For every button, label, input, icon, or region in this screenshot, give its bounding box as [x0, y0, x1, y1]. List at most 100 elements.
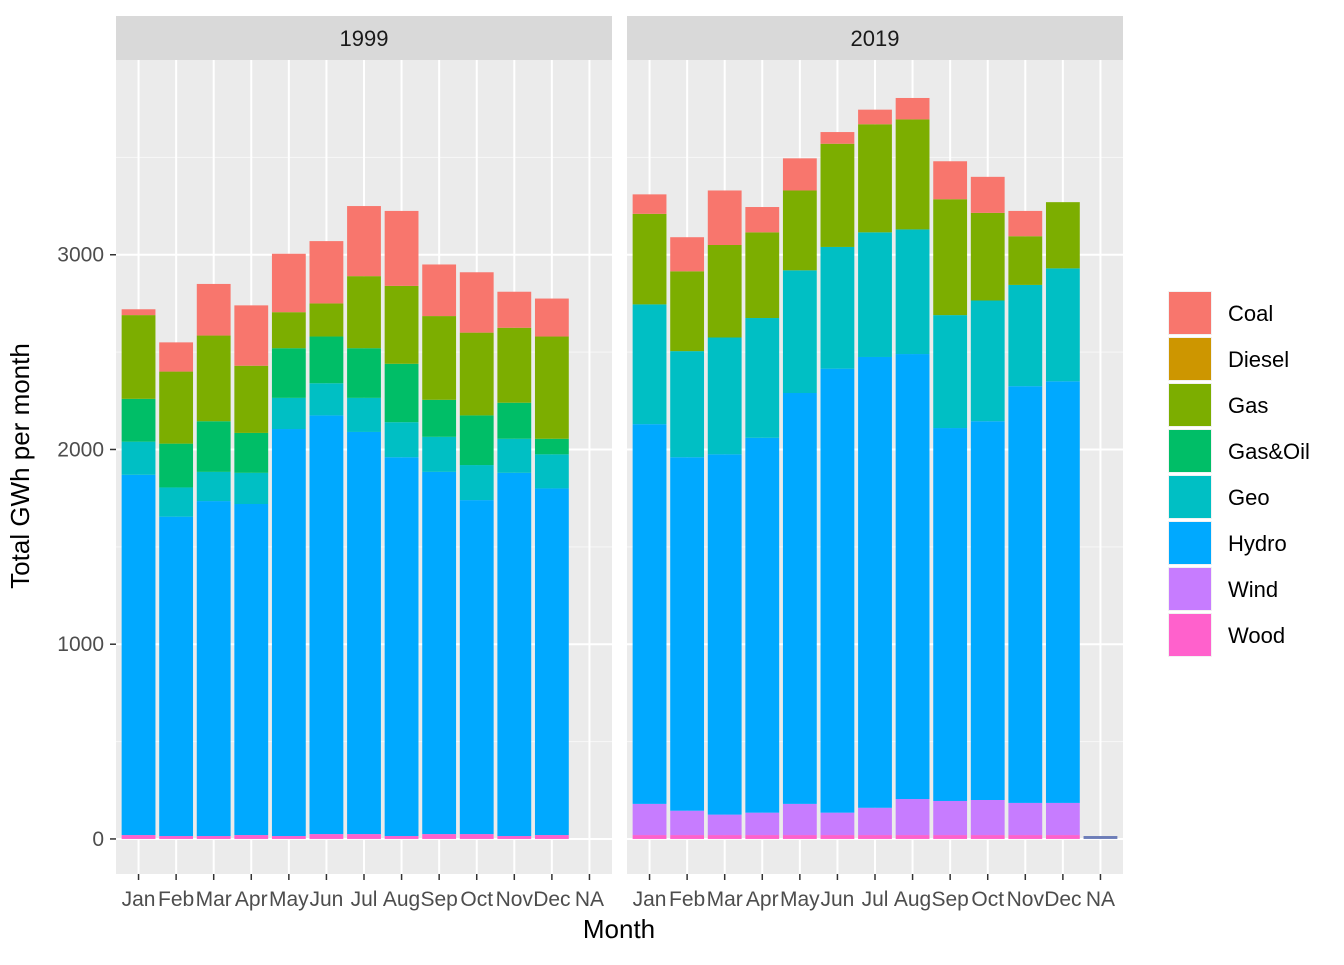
bar-1999-Apr-wood	[234, 835, 269, 839]
bar-1999-Sep-coal	[422, 264, 457, 317]
bar-2019-Aug-geo	[895, 229, 930, 355]
legend-label-wood: Wood	[1228, 623, 1285, 648]
bar-2019-Nov-wind	[1008, 802, 1043, 836]
bar-1999-Apr-hydro	[234, 504, 269, 836]
bar-1999-Aug-coal	[384, 210, 419, 286]
x-tick-label: Sep	[931, 888, 968, 911]
bar-1999-Aug-hydro	[384, 457, 419, 837]
y-tick-label: 1000	[57, 633, 104, 656]
bar-1999-Aug-wood	[384, 836, 419, 839]
facet-strip-label: 2019	[851, 26, 900, 51]
bar-2019-Oct-wind	[970, 800, 1005, 836]
x-tick-label: Jan	[122, 888, 156, 911]
bar-1999-Apr-coal	[234, 305, 269, 366]
bar-1999-Dec-hydro	[534, 488, 569, 836]
bar-2019-Apr-wind	[745, 812, 780, 836]
bar-1999-Feb-gasandoil	[159, 443, 194, 488]
bar-1999-Apr-gasandoil	[234, 432, 269, 473]
y-tick-label: 2000	[57, 438, 104, 461]
bar-2019-Jul-wind	[858, 807, 892, 836]
bar-2019-Dec-gas	[1045, 202, 1080, 269]
legend-label-wind: Wind	[1228, 577, 1278, 602]
x-tick-label: Jan	[633, 888, 667, 911]
bar-2019-Jun-coal	[820, 132, 855, 144]
bar-2019-Feb-coal	[670, 237, 705, 272]
bar-2019-May-coal	[782, 158, 817, 191]
x-tick-label: Aug	[383, 888, 420, 911]
bar-1999-Sep-wood	[422, 834, 457, 839]
x-tick-label: NA	[575, 888, 604, 911]
bar-2019-Jun-wind	[820, 812, 855, 836]
bar-1999-Jun-gas	[309, 303, 344, 337]
bar-2019-Sep-gas	[933, 199, 968, 316]
bar-1999-Nov-hydro	[497, 472, 532, 837]
bar-2019-Jun-geo	[820, 246, 855, 369]
bar-2019-NA-hydro	[1083, 836, 1118, 839]
x-tick-label: May	[269, 888, 309, 911]
bar-2019-Jul-hydro	[858, 356, 892, 808]
bar-2019-Feb-wood	[670, 835, 705, 839]
bar-1999-Oct-geo	[459, 465, 494, 501]
x-tick-label: Mar	[196, 888, 232, 911]
bar-1999-Feb-gas	[159, 371, 194, 444]
bar-2019-Jul-gas	[858, 124, 892, 233]
legend-label-gasandoil: Gas&Oil	[1228, 439, 1310, 464]
bar-2019-Feb-geo	[670, 351, 705, 458]
bar-1999-Jul-gasandoil	[347, 348, 381, 398]
bar-1999-Mar-coal	[196, 283, 231, 336]
bar-2019-Mar-gas	[707, 245, 742, 338]
bar-2019-Apr-coal	[745, 207, 780, 233]
bar-1999-Jul-hydro	[347, 431, 381, 835]
bar-1999-Jul-coal	[347, 206, 381, 277]
bar-2019-Aug-hydro	[895, 354, 930, 800]
x-tick-label: Jun	[309, 888, 343, 911]
y-tick-label: 3000	[57, 244, 104, 267]
bar-2019-Aug-wood	[895, 835, 930, 839]
bar-2019-Mar-geo	[707, 337, 742, 455]
x-tick-label: Jul	[351, 888, 378, 911]
bar-1999-Nov-gasandoil	[497, 402, 532, 439]
bar-1999-Jun-wood	[309, 834, 344, 839]
bar-2019-Jan-wood	[632, 835, 667, 839]
bar-2019-Dec-wood	[1045, 835, 1080, 839]
bar-2019-Apr-wood	[745, 835, 780, 839]
bar-2019-Feb-wind	[670, 810, 705, 836]
x-tick-label: Mar	[707, 888, 743, 911]
bar-1999-May-coal	[271, 253, 306, 313]
bar-1999-Mar-gas	[196, 335, 231, 422]
panel-1999: 1999	[116, 16, 612, 874]
bar-1999-Jan-coal	[121, 309, 156, 316]
bar-2019-Sep-wind	[933, 800, 968, 836]
x-tick-label: Dec	[1044, 888, 1081, 911]
bar-1999-Jun-coal	[309, 241, 344, 304]
x-tick-label: Apr	[746, 888, 779, 911]
x-tick-label: NA	[1086, 888, 1115, 911]
bar-1999-Jan-wood	[121, 835, 156, 839]
x-tick-label: Oct	[971, 888, 1004, 911]
bar-2019-Nov-gas	[1008, 236, 1043, 285]
bar-1999-Oct-wood	[459, 834, 494, 839]
bar-1999-Aug-gasandoil	[384, 363, 419, 423]
bar-1999-Nov-gas	[497, 327, 532, 403]
bar-2019-Dec-geo	[1045, 268, 1080, 382]
bar-2019-Oct-wood	[970, 835, 1005, 839]
legend-swatch-diesel	[1169, 338, 1211, 380]
bar-2019-Jul-geo	[858, 232, 892, 357]
bar-2019-Mar-coal	[707, 190, 742, 245]
legend-swatch-wind	[1169, 568, 1211, 610]
bar-2019-Dec-hydro	[1045, 381, 1080, 803]
bar-1999-Sep-gasandoil	[422, 399, 457, 437]
bar-2019-Nov-hydro	[1008, 386, 1043, 803]
bar-2019-Nov-coal	[1008, 210, 1043, 237]
bar-1999-Nov-coal	[497, 291, 532, 328]
legend-swatch-wood	[1169, 614, 1211, 656]
bar-2019-Aug-gas	[895, 119, 930, 230]
bar-2019-Aug-wind	[895, 799, 930, 836]
bar-1999-Sep-hydro	[422, 471, 457, 835]
bar-2019-Dec-wind	[1045, 802, 1080, 836]
bar-1999-Mar-hydro	[196, 501, 231, 837]
legend-swatch-geo	[1169, 476, 1211, 518]
legend: Coal Diesel Gas Gas&Oil Geo Hydro Wind Wood	[1168, 291, 1310, 657]
